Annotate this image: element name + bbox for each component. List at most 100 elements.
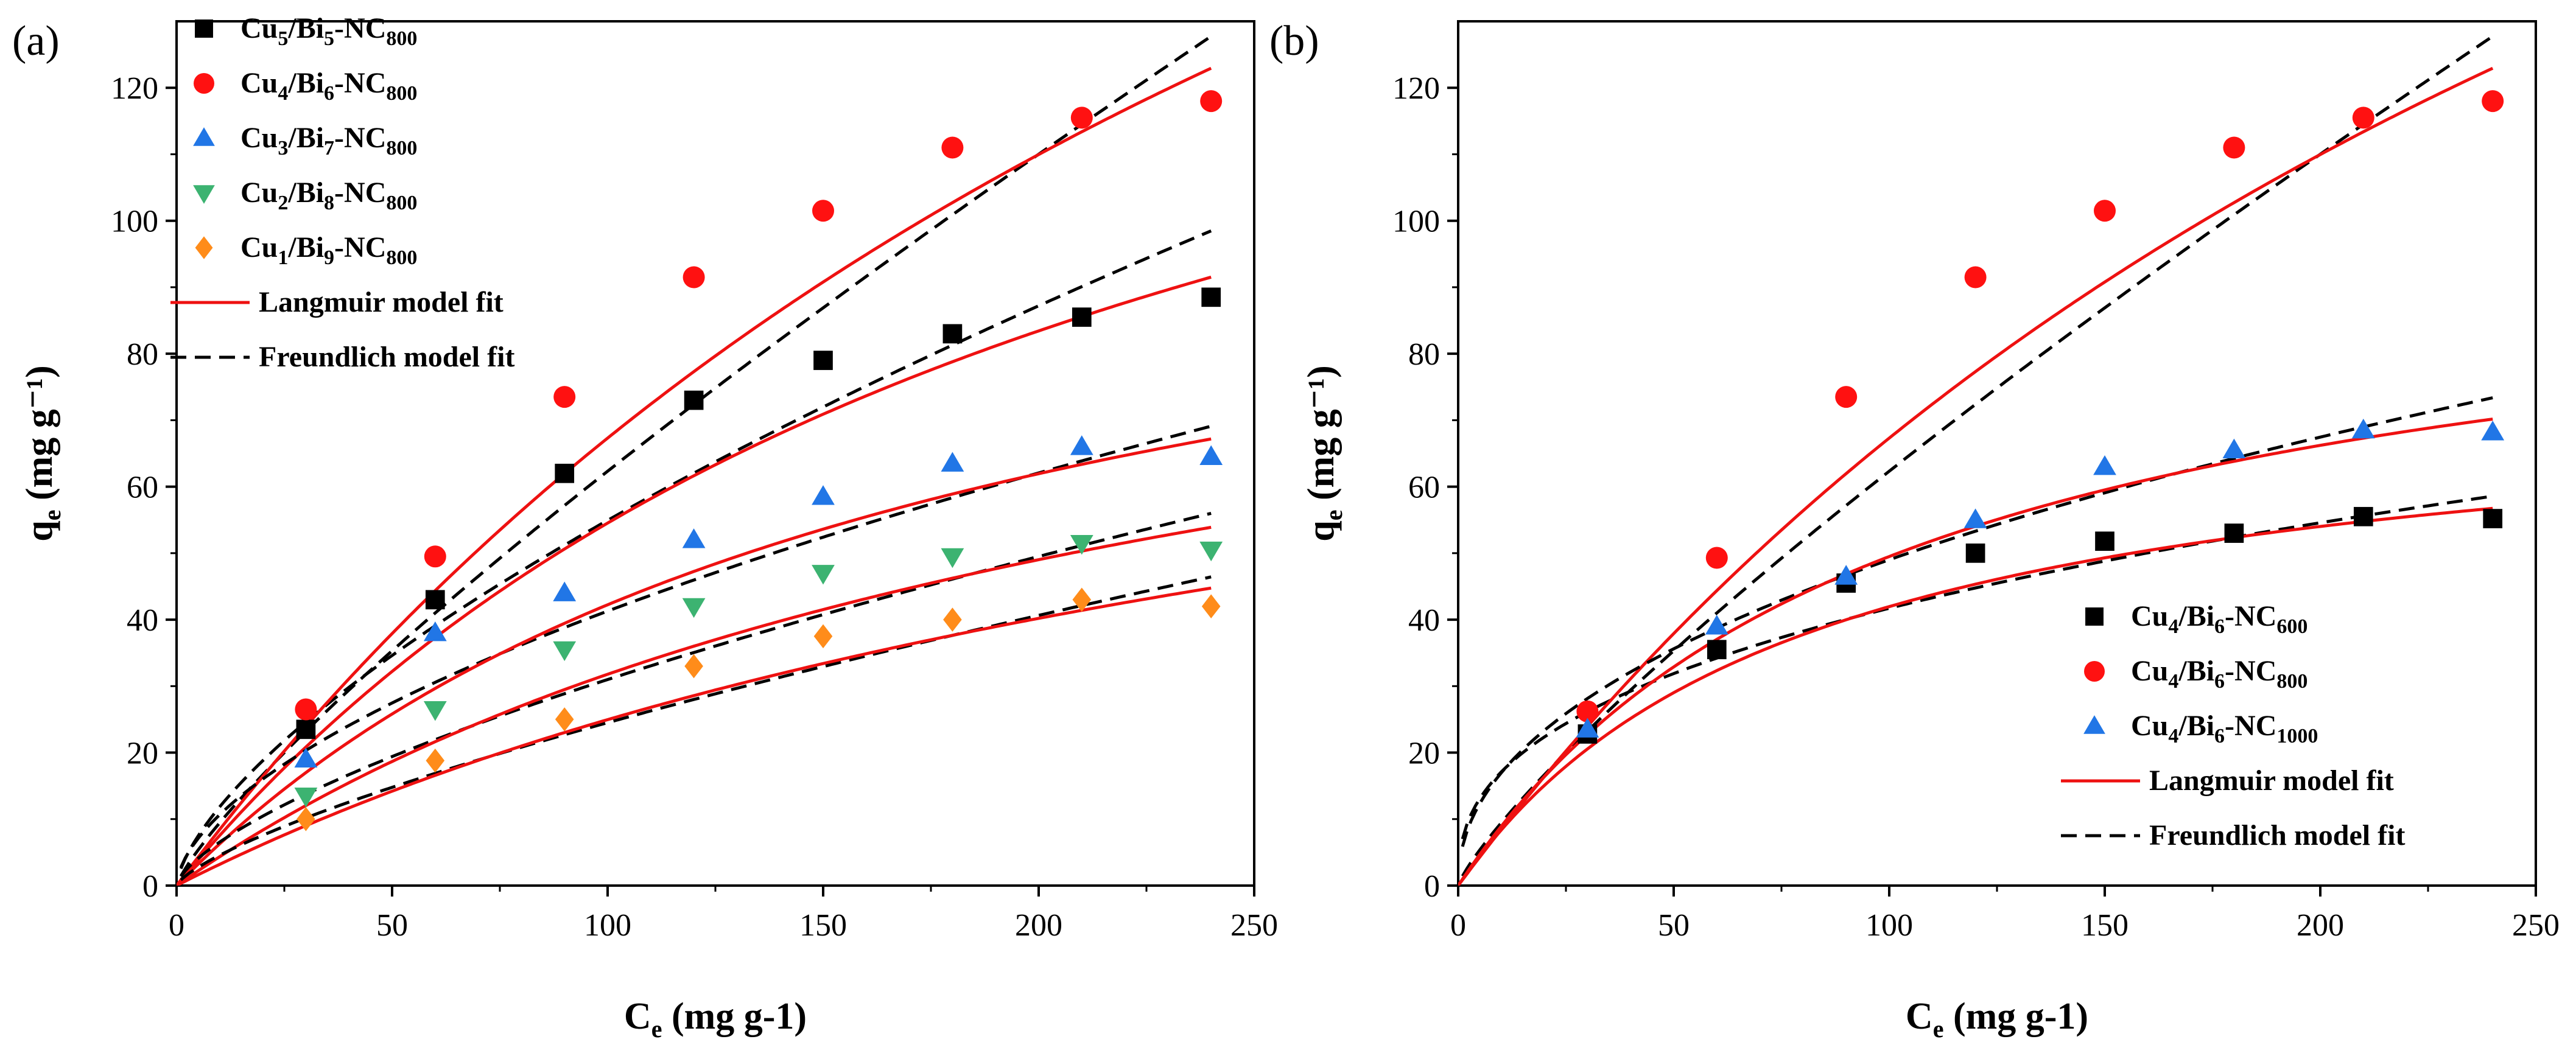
langmuir-fit-curve bbox=[1458, 66, 2494, 886]
label-text: -NC bbox=[2225, 710, 2276, 742]
data-point bbox=[684, 654, 703, 679]
langmuir-fit-curve bbox=[177, 275, 1212, 886]
label-text: /Bi bbox=[287, 177, 324, 209]
legend: Cu4/Bi6-NC600 Cu4/Bi6-NC800 Cu4/Bi6-NC1000… bbox=[2061, 600, 2405, 851]
data-point bbox=[424, 545, 446, 568]
label-subscript: 4 bbox=[2168, 725, 2178, 747]
fit-curves bbox=[1458, 35, 2494, 886]
label-text: Cu bbox=[2131, 600, 2168, 632]
x-tick-label: 100 bbox=[1865, 908, 1913, 943]
y-tick-label: 0 bbox=[142, 869, 158, 904]
x-axis-label: Ce (mg g-1) bbox=[1906, 996, 2088, 1043]
data-point bbox=[1070, 534, 1093, 555]
label-text: /Bi bbox=[287, 12, 324, 44]
x-tick-label: 250 bbox=[1230, 908, 1278, 943]
y-axis-label: qe (mg g⁻¹) bbox=[1300, 365, 1347, 542]
x-tick-label: 100 bbox=[584, 908, 631, 943]
label-text: -NC bbox=[2225, 600, 2276, 632]
label-subscript: 800 bbox=[386, 27, 417, 50]
label-text: (mg g⁻¹) bbox=[19, 365, 60, 509]
label-subscript: 600 bbox=[2276, 615, 2308, 638]
data-point bbox=[2481, 421, 2505, 441]
label-text: -NC bbox=[334, 67, 386, 99]
data-point bbox=[1835, 386, 1858, 408]
langmuir-fit-curve bbox=[1458, 506, 2493, 886]
data-point bbox=[294, 788, 318, 808]
legend-label: Freundlich model fit bbox=[259, 341, 514, 373]
legend-marker bbox=[2084, 661, 2105, 682]
data-point bbox=[1070, 107, 1093, 129]
label-subscript: 6 bbox=[2214, 670, 2225, 693]
data-point bbox=[1707, 640, 1727, 660]
data-point bbox=[2482, 90, 2504, 113]
data-point bbox=[1965, 544, 1985, 563]
data-point bbox=[2224, 523, 2244, 543]
data-point bbox=[1070, 435, 1093, 455]
label-subscript: 5 bbox=[278, 27, 288, 50]
data-point bbox=[1705, 547, 1728, 569]
label-subscript: 6 bbox=[324, 82, 334, 105]
label-subscript: e bbox=[1933, 1015, 1944, 1043]
data-series bbox=[294, 534, 1223, 808]
x-tick-label: 200 bbox=[1015, 908, 1062, 943]
y-tick-label: 80 bbox=[127, 337, 158, 372]
data-point bbox=[553, 386, 576, 408]
data-point bbox=[297, 806, 315, 831]
plot-frame bbox=[1457, 20, 2537, 887]
data-point bbox=[941, 548, 964, 568]
label-text: Cu bbox=[240, 177, 278, 209]
freundlich-fit-curve bbox=[179, 229, 1212, 870]
data-point bbox=[423, 701, 447, 721]
data-point bbox=[2222, 438, 2246, 459]
label-text: -NC bbox=[334, 231, 386, 264]
legend-marker bbox=[2085, 607, 2104, 626]
data-series bbox=[294, 435, 1223, 768]
label-text: /Bi bbox=[287, 231, 324, 264]
label-text: -NC bbox=[334, 177, 386, 209]
data-point bbox=[813, 351, 833, 370]
data-point bbox=[1072, 587, 1092, 612]
data-series bbox=[295, 90, 1223, 721]
legend-label: Cu3/Bi7-NC800 bbox=[240, 122, 417, 159]
legend-label: Langmuir model fit bbox=[2149, 764, 2394, 797]
label-subscript: 5 bbox=[324, 27, 334, 50]
y-tick-label: 0 bbox=[1424, 869, 1440, 904]
data-point bbox=[423, 621, 447, 642]
legend-label: Cu4/Bi6-NC600 bbox=[2131, 600, 2308, 638]
data-point bbox=[555, 463, 575, 483]
legend-label: Cu2/Bi8-NC800 bbox=[240, 177, 417, 214]
data-point bbox=[813, 624, 833, 649]
data-series bbox=[297, 587, 1221, 831]
label-subscript: 800 bbox=[386, 82, 417, 105]
data-point bbox=[295, 698, 317, 721]
y-tick-label: 100 bbox=[1392, 205, 1440, 239]
data-point bbox=[2094, 200, 2116, 222]
data-point bbox=[1576, 718, 1599, 738]
data-point bbox=[1199, 541, 1223, 562]
label-subscript: 7 bbox=[324, 137, 334, 159]
data-point bbox=[942, 324, 963, 344]
x-tick-label: 0 bbox=[1450, 908, 1466, 943]
legend-label: Cu1/Bi9-NC800 bbox=[240, 231, 417, 269]
legend-marker bbox=[2083, 715, 2105, 734]
langmuir-fit-curve bbox=[177, 66, 1212, 886]
langmuir-fit-curve bbox=[177, 525, 1212, 886]
langmuir-fit-curve bbox=[177, 437, 1212, 886]
legend-label: Cu4/Bi6-NC800 bbox=[240, 67, 417, 105]
legend-label: Cu4/Bi6-NC800 bbox=[2131, 655, 2308, 693]
data-series bbox=[1578, 506, 2503, 744]
fit-curves bbox=[177, 35, 1212, 886]
label-text: q bbox=[1300, 520, 1342, 541]
label-subscript: 800 bbox=[386, 137, 417, 159]
label-text: C bbox=[624, 996, 651, 1037]
label-text: q bbox=[19, 520, 60, 541]
legend-label: Cu4/Bi6-NC1000 bbox=[2131, 710, 2318, 747]
data-point bbox=[683, 266, 705, 288]
y-tick-label: 80 bbox=[1408, 337, 1440, 372]
y-tick-label: 60 bbox=[1408, 470, 1440, 505]
label-subscript: 4 bbox=[2168, 670, 2178, 693]
langmuir-fit-curve bbox=[177, 586, 1212, 886]
data-point bbox=[2095, 531, 2114, 551]
data-point bbox=[426, 748, 445, 773]
